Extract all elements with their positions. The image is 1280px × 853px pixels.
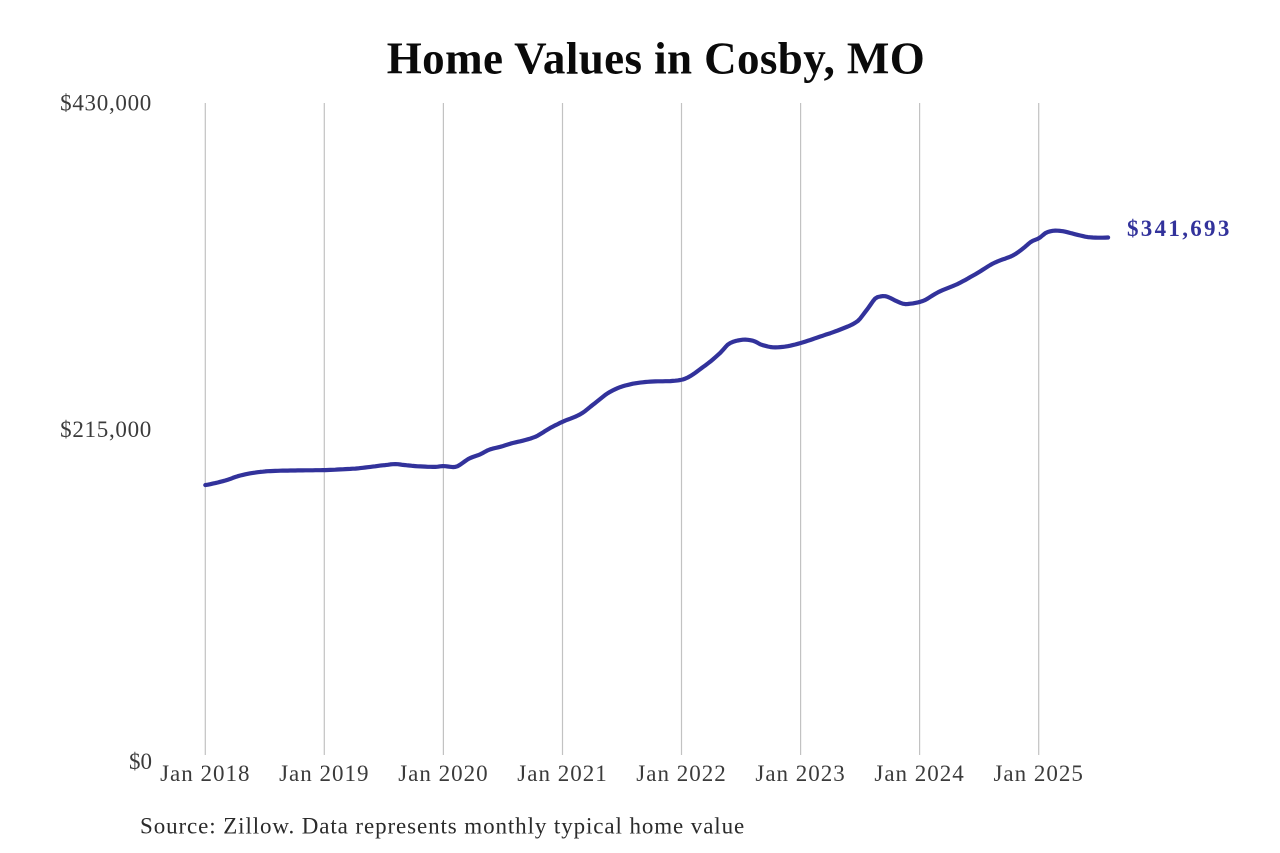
svg-text:$0: $0: [129, 749, 152, 774]
svg-text:$215,000: $215,000: [60, 417, 152, 442]
svg-text:Jan 2022: Jan 2022: [636, 761, 726, 786]
svg-text:Jan 2024: Jan 2024: [874, 761, 964, 786]
svg-text:Jan 2025: Jan 2025: [993, 761, 1083, 786]
svg-text:Jan 2021: Jan 2021: [517, 761, 607, 786]
svg-text:Jan 2020: Jan 2020: [398, 761, 488, 786]
svg-text:Jan 2019: Jan 2019: [279, 761, 369, 786]
svg-text:Source: Zillow. Data represent: Source: Zillow. Data represents monthly …: [140, 813, 745, 838]
svg-text:$341,693: $341,693: [1127, 216, 1232, 241]
svg-text:$430,000: $430,000: [60, 91, 152, 116]
svg-text:Jan 2023: Jan 2023: [755, 761, 845, 786]
svg-text:Jan 2018: Jan 2018: [160, 761, 250, 786]
svg-text:Home Values in Cosby, MO: Home Values in Cosby, MO: [387, 34, 925, 84]
